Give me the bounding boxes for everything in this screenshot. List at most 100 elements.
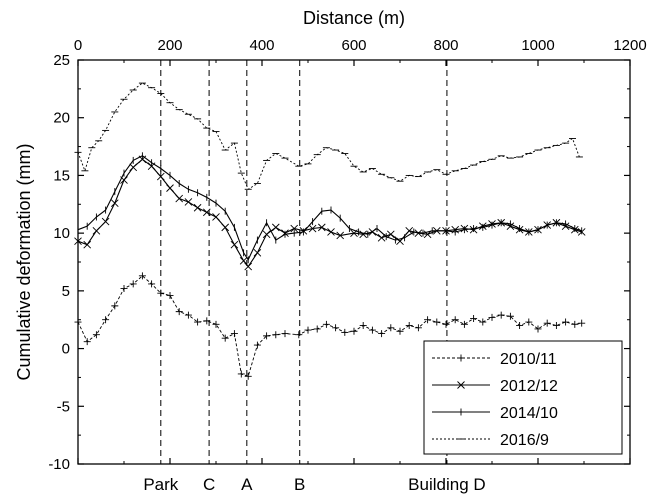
x-tick-label: 0 (74, 37, 82, 54)
marker-label-c: C (203, 475, 215, 494)
series-2010-11-point (281, 330, 289, 338)
series-2010-11-point (405, 321, 413, 329)
series-2010-11-point (129, 280, 137, 288)
series-2010-11-point (552, 321, 560, 329)
x-tick-label: 800 (433, 37, 458, 54)
data-series (74, 82, 586, 380)
legend-2010-11-label: 2010/11 (500, 351, 557, 368)
marker-label-a: A (241, 475, 253, 494)
series-2010-11-point (414, 324, 422, 332)
x-tick-label: 600 (341, 37, 366, 54)
y-tick-label: 10 (53, 225, 70, 242)
series-2012-12-point (166, 184, 174, 192)
series-2010-11-point (433, 318, 441, 326)
series-2010-11 (74, 272, 586, 380)
series-2012-12-point (253, 248, 262, 257)
series-2012-12-point (290, 224, 299, 233)
series-2010-11-point (332, 324, 340, 332)
series-2010-11-point (525, 318, 533, 326)
series-2010-11-point (497, 311, 505, 319)
series-2012-12-point (156, 172, 165, 181)
series-2012-12-point (221, 223, 230, 232)
series-2010-11-point (396, 327, 404, 335)
series-2010-11-point (571, 320, 579, 328)
series-2010-11-point (230, 330, 238, 338)
marker-label-park: Park (143, 475, 178, 494)
series-2012-12-point (414, 229, 423, 237)
series-2012-12-point (101, 217, 110, 226)
y-tick-label: -10 (48, 456, 70, 473)
series-2014-10 (77, 152, 583, 264)
series-2012-12-point (202, 208, 211, 217)
series-2010-11-point (534, 325, 542, 333)
series-2010-11-point (244, 372, 252, 380)
series-2012-12-point (423, 230, 432, 239)
series-2010-11-point (451, 316, 459, 324)
y-tick-label: 15 (53, 167, 70, 184)
series-2010-11-point (460, 320, 468, 328)
series-2010-11-point (166, 291, 174, 299)
series-2010-11-point (378, 330, 386, 338)
y-tick-label: 0 (62, 341, 70, 358)
y-axis-title: Cumulative deformation (mm) (14, 143, 34, 380)
series-2010-11-point (488, 313, 496, 321)
x-tick-label: 200 (157, 37, 182, 54)
series-2010-11-point (359, 321, 367, 329)
series-2012-12-point (244, 262, 253, 271)
series-2010-11-point (272, 331, 280, 339)
series-2010-11-point (543, 319, 551, 327)
series-2010-11-point (203, 317, 211, 325)
series-2010-11-point (194, 318, 202, 326)
series-2010-11-point (368, 326, 376, 334)
series-2012-12-point (193, 203, 202, 212)
series-2010-11-point (253, 341, 261, 349)
series-2010-11-point (212, 320, 220, 328)
series-2012-12-point (92, 227, 101, 235)
series-2010-11-point (148, 280, 156, 288)
series-2012-12-point (271, 223, 280, 232)
series-2010-11-point (111, 302, 119, 310)
series-2012-12-point (327, 228, 335, 236)
series-2012-12-point (386, 230, 395, 239)
legend-2010-11-symbol (457, 354, 465, 362)
series-2012-12-point (359, 230, 368, 239)
series-2010-11-point (221, 334, 229, 342)
series-2012-12-point (212, 213, 220, 221)
x-axis-title-top: Distance (m) (303, 8, 405, 28)
series-2010-11-point (506, 312, 514, 320)
series-2010-11-point (295, 331, 303, 339)
series-2012-12-point (110, 199, 119, 207)
legend-2016-9-label: 2016/9 (500, 432, 549, 449)
series-2012-12-point (262, 230, 271, 239)
marker-label-building-d: Building D (408, 475, 486, 494)
series-2014-10-line (77, 155, 582, 261)
y-tick-label: -5 (57, 398, 70, 415)
series-2010-11-point (313, 325, 321, 333)
series-2010-11-point (322, 320, 330, 328)
series-2012-12-point (129, 163, 138, 172)
legend-box (423, 340, 623, 455)
series-2010-11-point (341, 328, 349, 336)
y-tick-label: 5 (62, 283, 70, 300)
series-2010-11-point (157, 289, 165, 297)
series-2010-11-point (83, 338, 91, 346)
series-2010-11-point (516, 321, 524, 329)
series-2012-12-point (239, 257, 248, 265)
series-2010-11-point (120, 285, 128, 293)
series-2010-11-point (442, 320, 450, 328)
legend: 2010/11 2012/12 2014/10 2016/9 (423, 340, 623, 455)
x-tick-label: 1200 (613, 37, 646, 54)
series-2010-11-point (175, 308, 183, 316)
series-2012-12-point (184, 198, 193, 206)
marker-label-b: B (294, 475, 305, 494)
series-2012-12-point (83, 240, 92, 249)
y-axis-ticks: -10 -5 0 5 10 15 20 25 (48, 52, 630, 473)
legend-2014-10-label: 2014/10 (500, 405, 558, 422)
series-2010-11-point (470, 315, 478, 323)
x-tick-label: 1000 (521, 37, 554, 54)
series-2010-11-point (350, 327, 358, 335)
series-2012-12-point (230, 240, 239, 249)
series-2010-11-point (102, 316, 110, 324)
series-2010-11-point (92, 331, 100, 339)
series-2010-11-point (562, 318, 570, 326)
